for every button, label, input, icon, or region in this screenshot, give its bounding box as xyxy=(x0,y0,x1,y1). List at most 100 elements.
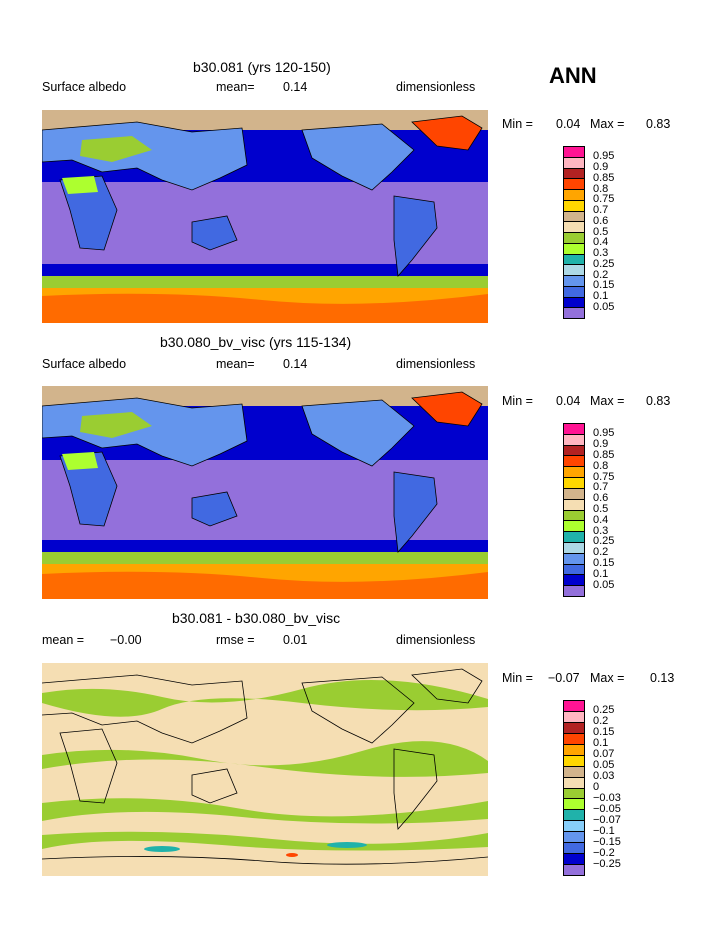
map-sahara xyxy=(62,452,98,470)
colorbar-tick-label: 0.15 xyxy=(593,557,615,570)
map-africa-outline xyxy=(59,728,118,804)
panel-2-mean-label: mean= xyxy=(216,357,255,371)
panel-3-map xyxy=(42,663,488,876)
colorbar-tick-label: −0.1 xyxy=(593,824,615,837)
colorbar-tick-label: 0.2 xyxy=(593,715,609,728)
colorbar-tick-label: 0.4 xyxy=(593,513,609,526)
colorbar-swatch xyxy=(563,232,585,244)
panel-1-mean-value: 0.14 xyxy=(283,80,308,94)
panel-2-max-value: 0.83 xyxy=(646,394,671,408)
colorbar-swatch xyxy=(563,710,585,723)
colorbar-tick-label: 0.2 xyxy=(593,268,609,281)
colorbar-swatch xyxy=(563,541,585,554)
colorbar-tick-label: 0.5 xyxy=(593,225,609,238)
colorbar-swatch xyxy=(563,765,585,778)
map-greenland xyxy=(411,115,483,151)
colorbar-swatch xyxy=(563,552,585,565)
colorbar-swatch xyxy=(563,433,585,446)
colorbar-tick-label: 0.07 xyxy=(593,748,615,761)
panel-3-min-value: −0.07 xyxy=(548,671,580,685)
map-south-america xyxy=(393,195,438,277)
panel-3-colorbar xyxy=(563,700,585,876)
map-antarctica-interior xyxy=(42,293,488,323)
panel-1-min-value: 0.04 xyxy=(556,117,581,131)
panel-2-min-label: Min = xyxy=(502,394,533,408)
colorbar-swatch xyxy=(563,820,585,833)
colorbar-swatch xyxy=(563,864,585,876)
map-south-america xyxy=(393,471,438,553)
map-eurasia-outline xyxy=(42,674,248,744)
panel-3-title: b30.081 - b30.080_bv_visc xyxy=(172,610,341,626)
panel-1-max-label: Max = xyxy=(590,117,625,131)
colorbar-swatch xyxy=(563,585,585,597)
colorbar-swatch xyxy=(563,563,585,576)
map-sahara xyxy=(62,176,98,194)
colorbar-swatch xyxy=(563,700,585,712)
panel-2-map xyxy=(42,386,488,599)
colorbar-tick-label: 0.1 xyxy=(593,737,609,750)
colorbar-swatch xyxy=(563,809,585,822)
colorbar-tick-label: 0.8 xyxy=(593,182,609,195)
map-diff-band-2 xyxy=(42,741,488,777)
map-australia xyxy=(191,491,238,527)
panel-1-map xyxy=(42,110,488,323)
map-diff-blob-1 xyxy=(144,846,180,852)
map-australia xyxy=(191,215,238,251)
colorbar-tick-label: 0.8 xyxy=(593,459,609,472)
colorbar-swatch xyxy=(563,509,585,522)
colorbar-tick-label: 0.9 xyxy=(593,438,609,451)
colorbar-tick-label: 0.5 xyxy=(593,503,609,515)
colorbar-tick-label: 0.25 xyxy=(593,535,615,548)
map-north-america xyxy=(301,399,415,467)
panel-2-min-value: 0.04 xyxy=(556,394,581,408)
colorbar-swatch xyxy=(563,275,585,287)
colorbar-tick-label: 0.7 xyxy=(593,481,609,494)
colorbar-tick-label: 0.7 xyxy=(593,204,609,216)
colorbar-swatch xyxy=(563,520,585,533)
colorbar-swatch xyxy=(563,466,585,479)
colorbar-tick-label: −0.03 xyxy=(593,791,621,804)
colorbar-tick-label: 0.95 xyxy=(593,427,615,440)
colorbar-swatch xyxy=(563,798,585,811)
panel-1-variable: Surface albedo xyxy=(42,80,127,94)
colorbar-tick-label: 0.05 xyxy=(593,578,615,591)
colorbar-tick-label: 0.1 xyxy=(593,567,609,580)
map-diff-blob-3 xyxy=(286,853,298,857)
map-greenland xyxy=(411,391,483,427)
colorbar-swatch xyxy=(563,477,585,489)
colorbar-swatch xyxy=(563,853,585,866)
colorbar-swatch xyxy=(563,296,585,309)
colorbar-swatch xyxy=(563,210,585,223)
colorbar-swatch xyxy=(563,721,585,734)
colorbar-tick-label: 0.2 xyxy=(593,546,609,559)
colorbar-tick-label: −0.25 xyxy=(593,857,621,870)
colorbar-swatch xyxy=(563,754,585,767)
colorbar-tick-label: 0.75 xyxy=(593,193,615,206)
panel-3-mean-label: mean = xyxy=(42,633,85,647)
colorbar-tick-label: 0.85 xyxy=(593,448,615,461)
map-diff-band-1 xyxy=(42,680,488,717)
panel-2-title: b30.080_bv_visc (yrs 115-134) xyxy=(160,334,352,350)
colorbar-tick-label: 0 xyxy=(593,781,600,793)
colorbar-swatch xyxy=(563,531,585,543)
colorbar-tick-label: −0.05 xyxy=(593,802,621,815)
colorbar-swatch xyxy=(563,743,585,756)
map-eurasia-veg xyxy=(80,136,152,162)
colorbar-swatch xyxy=(563,423,585,435)
colorbar-swatch xyxy=(563,787,585,800)
colorbar-tick-label: 0.85 xyxy=(593,171,615,184)
colorbar-tick-label: −0.07 xyxy=(593,813,621,826)
map-north-america xyxy=(301,123,415,191)
panel-1-min-label: Min = xyxy=(502,117,533,131)
map-eurasia xyxy=(42,397,248,467)
colorbar-tick-label: 0.6 xyxy=(593,492,609,505)
panel-3-rmse-label: rmse = xyxy=(216,633,255,647)
colorbar-tick-label: 0.15 xyxy=(593,726,615,739)
colorbar-tick-label: 0.4 xyxy=(593,236,609,249)
colorbar-tick-label: 0.3 xyxy=(593,524,609,537)
colorbar-swatch xyxy=(563,178,585,190)
map-diff-band-4 xyxy=(42,831,488,851)
panel-2-colorbar xyxy=(563,423,585,597)
panel-2-variable: Surface albedo xyxy=(42,357,127,371)
colorbar-swatch xyxy=(563,307,585,319)
